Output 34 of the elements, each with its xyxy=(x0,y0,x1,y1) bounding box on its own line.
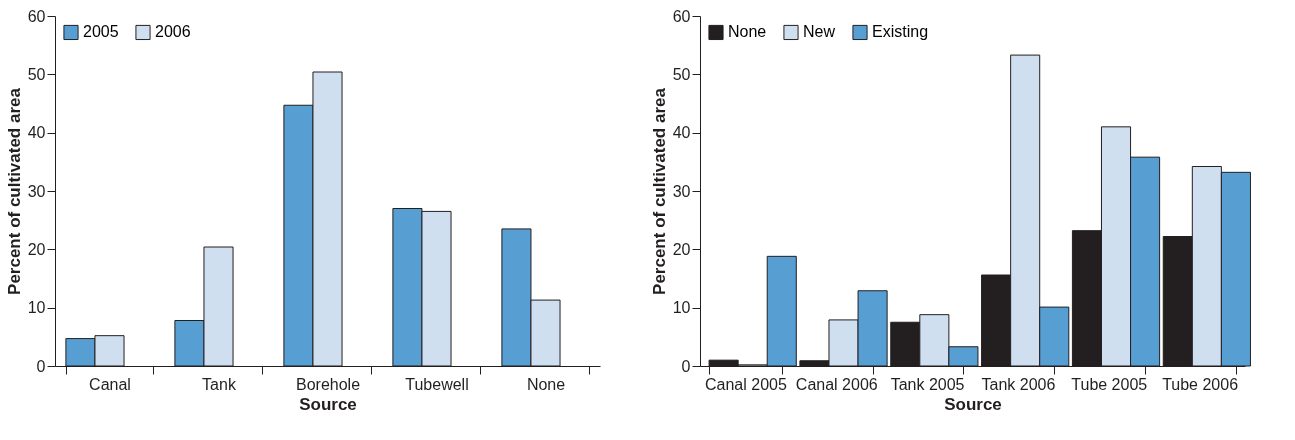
y-tick-label: 40 xyxy=(672,124,691,142)
legend-label: 2005 xyxy=(83,23,119,41)
x-axis-title: Source xyxy=(944,394,1002,414)
y-tick-label: 30 xyxy=(672,182,691,200)
y-tick-label: 0 xyxy=(36,357,46,375)
x-tick-label: Canal 2006 xyxy=(795,375,878,393)
x-tick-label: Borehole xyxy=(295,375,361,393)
legend-label: None xyxy=(728,23,767,41)
y-tick-label: 10 xyxy=(672,299,691,317)
x-axis-title: Source xyxy=(299,394,357,414)
y-tick-label: 50 xyxy=(27,65,46,83)
x-tick-label: Canal xyxy=(89,375,131,393)
y-tick-label: 60 xyxy=(27,7,46,25)
y-tick-label: 20 xyxy=(27,240,46,258)
x-tick-label: Tank 2006 xyxy=(981,375,1056,393)
x-tick-label: Tubewell xyxy=(405,375,469,393)
y-axis-title: Percent of cultivated area xyxy=(649,87,669,295)
legend-label: 2006 xyxy=(155,23,191,41)
x-tick-label: Canal 2005 xyxy=(704,375,787,393)
x-tick-label: Tube 2006 xyxy=(1162,375,1239,393)
legend-label: Existing xyxy=(872,23,929,41)
x-tick-label: Tank 2005 xyxy=(890,375,965,393)
y-tick-label: 0 xyxy=(681,357,691,375)
y-tick-label: 30 xyxy=(27,182,46,200)
y-tick-label: 20 xyxy=(672,240,691,258)
x-tick-label: None xyxy=(526,375,566,393)
x-tick-label: Tank xyxy=(202,375,237,393)
y-tick-label: 50 xyxy=(672,65,691,83)
y-tick-label: 10 xyxy=(27,299,46,317)
y-tick-label: 60 xyxy=(672,7,691,25)
y-tick-label: 40 xyxy=(27,124,46,142)
x-tick-label: Tube 2005 xyxy=(1071,375,1148,393)
legend-label: New xyxy=(803,23,836,41)
y-axis-title: Percent of cultivated area xyxy=(4,87,24,295)
